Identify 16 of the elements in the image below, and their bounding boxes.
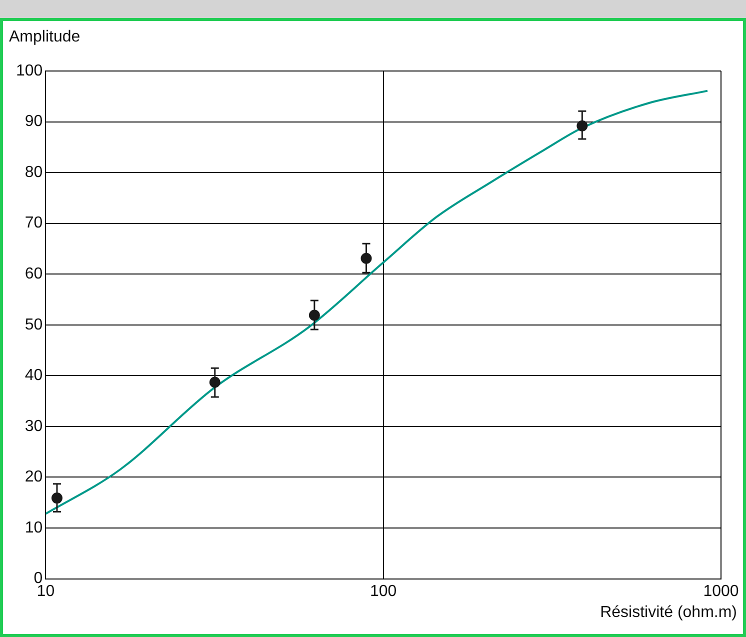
panel-frame: 10 100 1000 0 10 20 30 40 50 60 70 80 90 100 Amplitude Résistivité (ohm.m) <box>0 18 746 637</box>
x-axis-title: Résistivité (ohm.m) <box>600 604 737 622</box>
y-axis-title: Amplitude <box>9 28 80 46</box>
y-tick-label: 60 <box>24 266 43 283</box>
y-tick-label: 90 <box>24 113 43 130</box>
x-tick-label: 100 <box>370 582 397 600</box>
y-tick-label: 30 <box>24 418 43 435</box>
y-tick-label: 10 <box>24 519 43 536</box>
x-tick-label: 1000 <box>703 582 739 600</box>
x-tick-label: 10 <box>36 582 55 600</box>
y-tick-label: 50 <box>24 316 43 334</box>
y-tick-label: 40 <box>24 367 43 384</box>
y-tick-label: 100 <box>16 62 43 80</box>
y-tick-label: 70 <box>24 214 43 232</box>
y-tick-label: 20 <box>24 468 43 486</box>
y-tick-label: 80 <box>24 164 43 181</box>
